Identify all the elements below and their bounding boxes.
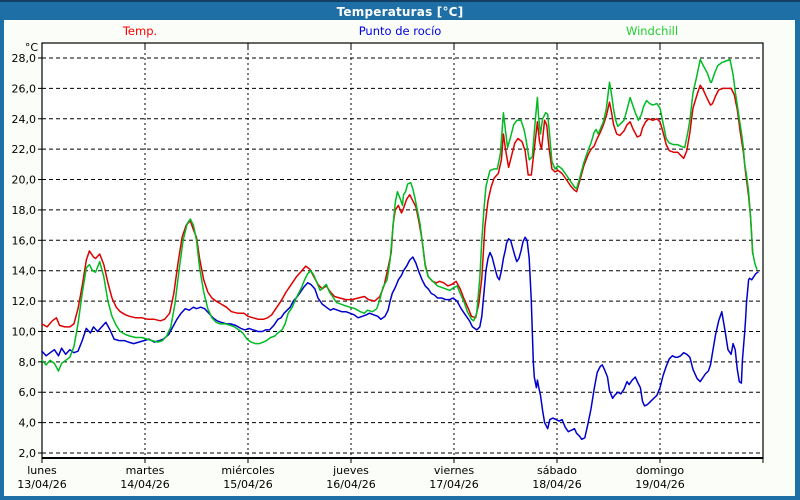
window-title: Temperaturas [°C] — [336, 5, 464, 19]
chart-content-area — [4, 20, 795, 496]
legend-item-dewpoint: Punto de rocío — [358, 24, 442, 38]
legend-item-temp: Temp. — [122, 24, 158, 38]
legend-item-windchill: Windchill — [625, 24, 679, 38]
window-titlebar: Temperaturas [°C] — [0, 0, 800, 22]
chart-legend: Temp. Punto de rocío Windchill — [0, 20, 800, 42]
